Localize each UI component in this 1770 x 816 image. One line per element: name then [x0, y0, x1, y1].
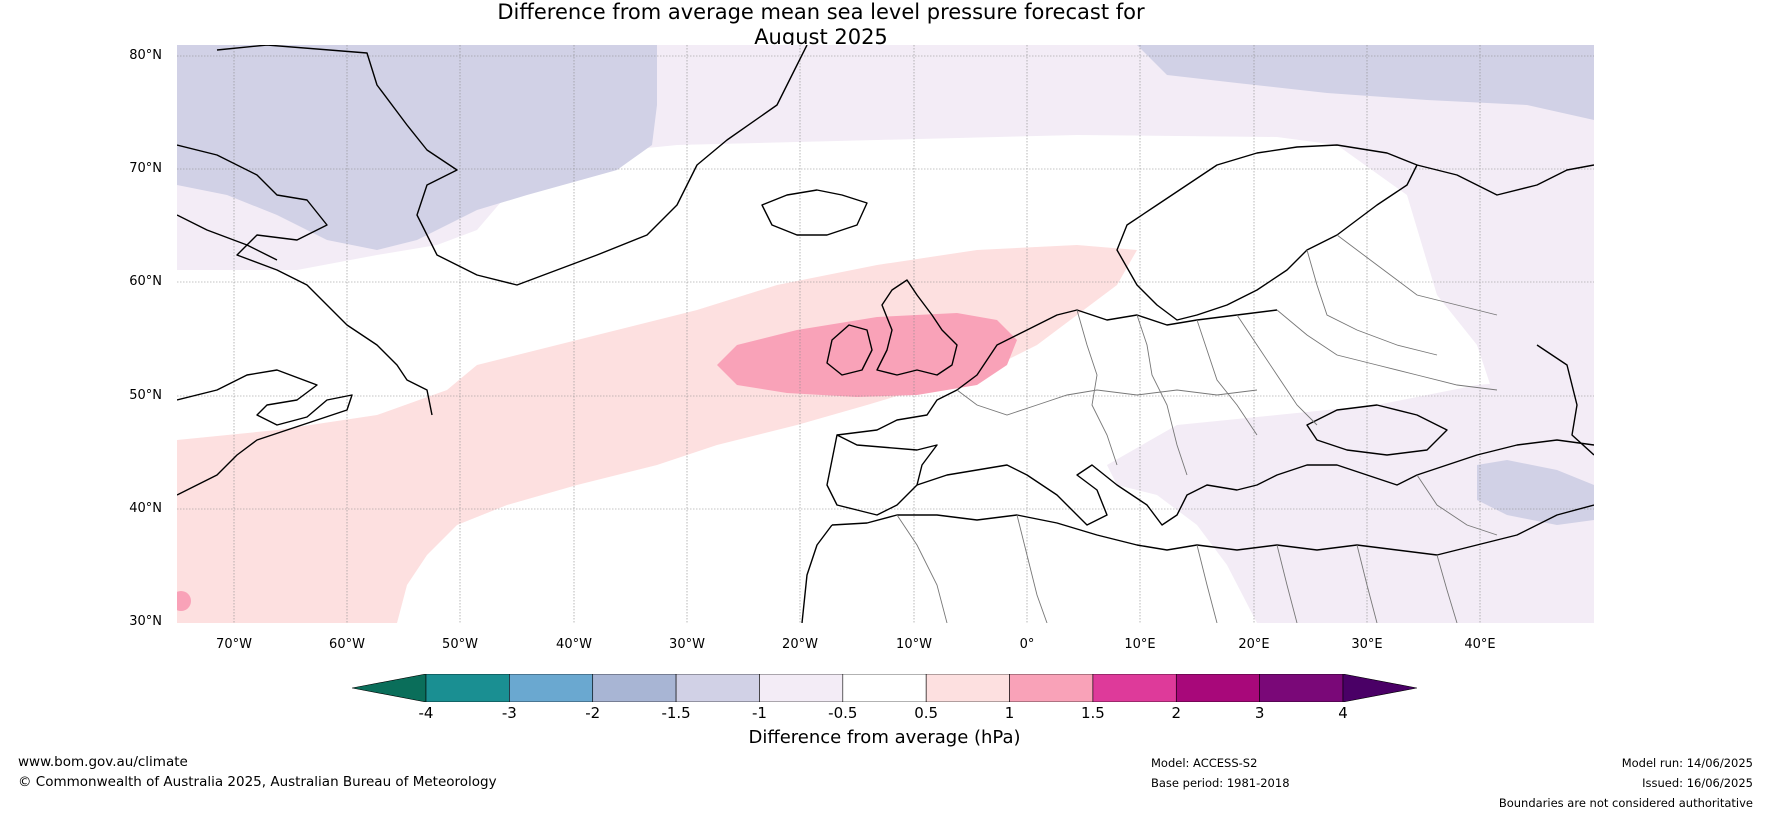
colorbar-tick-label: -4: [418, 704, 434, 722]
colorbar-segment: [1009, 674, 1094, 702]
colorbar-segment: [925, 674, 1010, 702]
footer-issued: Issued: 16/06/2025: [1642, 776, 1753, 790]
lon-label-20w: 20°W: [782, 637, 818, 652]
colorbar-segment: [1175, 674, 1260, 702]
colorbar-tick-label: 1: [1004, 704, 1015, 722]
footer-disclaimer: Boundaries are not considered authoritat…: [1498, 796, 1753, 810]
lat-label-40n: 40°N: [129, 501, 162, 516]
anomaly-region-plus-1-southwest: [177, 591, 191, 611]
colorbar-segment: [675, 674, 760, 702]
map-title: Difference from average mean sea level p…: [0, 0, 1642, 50]
colorbar-segment: [1259, 674, 1344, 702]
colorbar-segment: [759, 674, 844, 702]
lat-label-30n: 30°N: [129, 614, 162, 629]
colorbar-extend-low: [352, 674, 427, 702]
colorbar-segment: [509, 674, 594, 702]
pressure-anomaly-map: [177, 45, 1594, 623]
coastlines: [177, 45, 1594, 623]
footer-model-run: Model run: 14/06/2025: [1621, 756, 1753, 770]
colorbar-tick-label: -3: [501, 704, 517, 722]
lon-label-40e: 40°E: [1464, 637, 1496, 652]
colorbar-segment: [592, 674, 677, 702]
colorbar-segment: [1092, 674, 1177, 702]
anomaly-region-minus-0.5-southeast: [1107, 375, 1594, 623]
footer-copyright: © Commonwealth of Australia 2025, Austra…: [18, 774, 497, 790]
lon-label-30e: 30°E: [1351, 637, 1383, 652]
colorbar-segment: [842, 674, 927, 702]
anomaly-region-plus-1-ireland: [717, 313, 1017, 397]
lat-label-60n: 60°N: [129, 274, 162, 289]
lat-label-80n: 80°N: [129, 48, 162, 63]
colorbar-tick-label: 3: [1254, 704, 1265, 722]
lon-label-10e: 10°E: [1124, 637, 1156, 652]
lat-label-50n: 50°N: [129, 388, 162, 403]
graticule: [177, 45, 1594, 623]
footer-model: Model: ACCESS-S2: [1151, 756, 1258, 770]
colorbar-tick-label: 0.5: [914, 704, 939, 722]
map-canvas: [177, 45, 1594, 623]
colorbar-segment: [425, 674, 510, 702]
lon-label-50w: 50°W: [442, 637, 478, 652]
colorbar-tick-label: -0.5: [828, 704, 858, 722]
anomaly-region-plus-0.5-atlantic: [177, 245, 1137, 623]
title-line-1: Difference from average mean sea level p…: [497, 0, 1145, 24]
lon-label-70w: 70°W: [216, 637, 252, 652]
colorbar-tick-label: 4: [1338, 704, 1348, 722]
colorbar-tick-label: 1.5: [1080, 704, 1105, 722]
colorbar: [352, 674, 1417, 702]
footer-url: www.bom.gov.au/climate: [18, 754, 188, 770]
lon-label-60w: 60°W: [329, 637, 365, 652]
footer-base-period: Base period: 1981-2018: [1151, 776, 1290, 790]
lat-label-70n: 70°N: [129, 161, 162, 176]
lon-label-30w: 30°W: [669, 637, 705, 652]
lon-label-10w: 10°W: [896, 637, 932, 652]
lon-label-0: 0°: [1019, 637, 1035, 652]
colorbar-tick-label: -2: [585, 704, 601, 722]
colorbar-tick-label: 2: [1171, 704, 1182, 722]
lon-label-20e: 20°E: [1238, 637, 1270, 652]
lon-label-40w: 40°W: [556, 637, 592, 652]
colorbar-tick-label: -1: [751, 704, 767, 722]
country-borders: [896, 234, 1498, 623]
colorbar-extend-high: [1342, 674, 1417, 702]
colorbar-tick-label: -1.5: [661, 704, 691, 722]
colorbar-label: Difference from average (hPa): [748, 727, 1021, 748]
